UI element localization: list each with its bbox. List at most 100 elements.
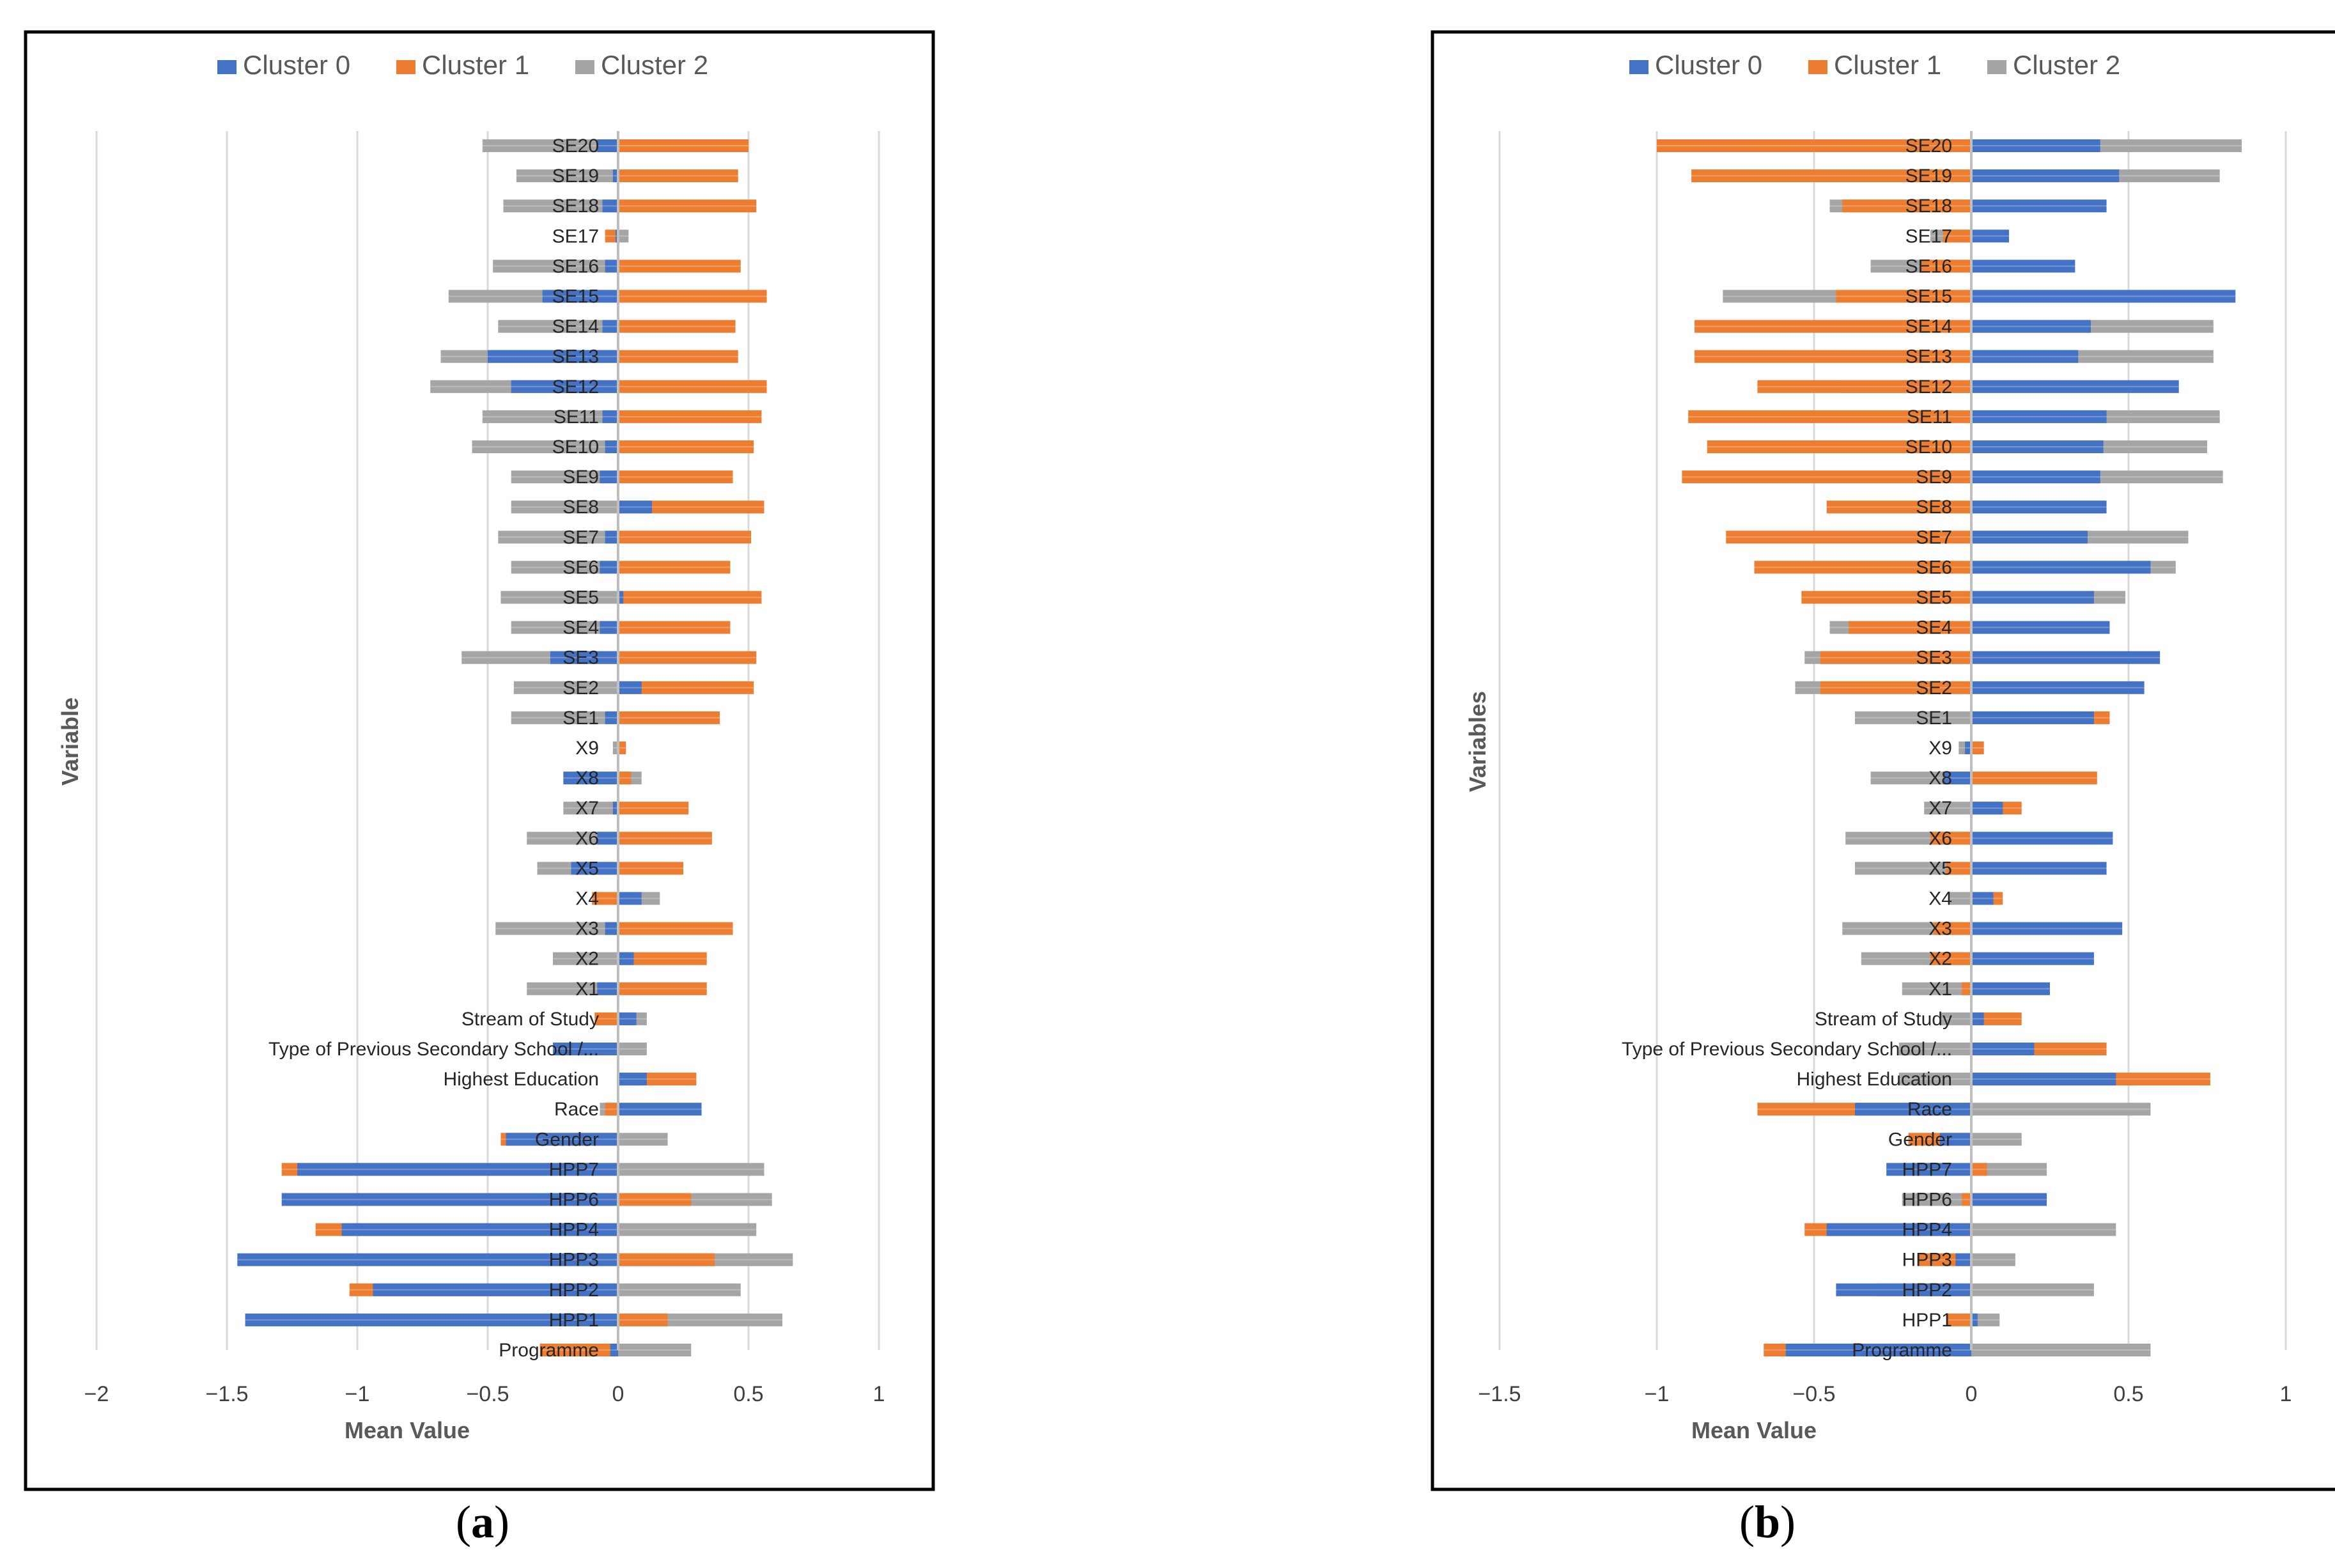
chart-b-category-label-se6: SE6 (1916, 557, 1952, 578)
chart-b-bar-cluster-0-x1 (1971, 982, 2050, 995)
chart-a-bar-cluster-1-x2 (618, 952, 707, 965)
chart-b-frame (1431, 30, 2335, 1491)
chart-b-bar-cluster-1-se6 (1754, 561, 1971, 574)
chart-a-bar-cluster-0-x7 (612, 802, 618, 815)
chart-a-bar-cluster-2-hpp2 (618, 1283, 741, 1296)
chart-b-category-label-highest-education: Highest Education (1797, 1069, 1953, 1090)
caption-a: (a) (456, 1496, 509, 1548)
chart-b-bar-cluster-0-highest-education (1971, 1073, 2116, 1086)
chart-a-category-label-se11: SE11 (554, 407, 599, 428)
chart-b-bar-cluster-0-x4 (1971, 892, 1994, 905)
chart-a-bar-cluster-2-x7 (563, 802, 618, 815)
chart-a-bar-cluster-0-x2 (618, 952, 634, 965)
chart-a-x-tick-label: −1.5 (205, 1382, 248, 1406)
chart-b-bar-cluster-2-hpp2 (1971, 1283, 2094, 1296)
chart-b-category-label-hpp4: HPP4 (1902, 1220, 1952, 1241)
chart-b-series-cluster-0 (1785, 139, 2236, 1356)
chart-a-bar-cluster-2-se11 (482, 410, 618, 423)
chart-b-bar-cluster-1-x5 (1946, 862, 1971, 875)
chart-b-bar-cluster-1-hpp1 (1946, 1313, 1971, 1326)
chart-a-bar-cluster-0-se4 (600, 621, 618, 634)
chart-a-x-tick-label: 0.5 (733, 1382, 763, 1406)
chart-b-category-label-hpp6: HPP6 (1902, 1190, 1952, 1211)
chart-b-bar-cluster-1-se17 (1943, 229, 1971, 243)
chart-a-category-label-se4: SE4 (562, 617, 599, 639)
chart-b-category-label-race: Race (1907, 1099, 1952, 1120)
chart-a-bar-cluster-0-se14 (602, 320, 618, 333)
chart-a-bar-cluster-1-se19 (618, 169, 738, 183)
chart-a-category-label-programme: Programme (499, 1340, 599, 1361)
chart-b-category-label-se20: SE20 (1905, 136, 1952, 157)
chart-b-bar-cluster-0-se14 (1971, 320, 2091, 333)
chart-a-category-label-x3: X3 (575, 919, 599, 940)
chart-b-bar-cluster-0-x7 (1971, 802, 2003, 815)
chart-b-legend-label-cluster-2: Cluster 2 (2013, 50, 2120, 80)
chart-b-category-label-se10: SE10 (1905, 437, 1952, 458)
chart-a-bar-cluster-0-se19 (612, 169, 618, 183)
chart-b-bar-cluster-0-x3 (1971, 922, 2123, 935)
chart-a-bar-cluster-0-x5 (571, 862, 618, 875)
chart-a-category-label-se15: SE15 (552, 286, 599, 307)
chart-a-bar-cluster-2-se2 (513, 681, 618, 694)
chart-a-bar-cluster-1-hpp3 (618, 1253, 715, 1266)
chart-a-bar-cluster-0-hpp4 (341, 1223, 618, 1236)
panel-b: SE20 SE19 SE18 SE17 SE16 SE15 SE14 SE13 SE12 SE11… (1168, 0, 2335, 1568)
chart-a-category-label-se9: SE9 (562, 467, 599, 488)
chart-a-bar-cluster-2-hpp4 (618, 1223, 757, 1236)
chart-a-bar-cluster-2-x9 (612, 741, 618, 754)
chart-b-category-label-x7: X7 (1928, 798, 1952, 819)
chart-b-bar-cluster-2-hpp3 (1971, 1253, 2015, 1266)
chart-a-bar-cluster-1-x7 (618, 802, 689, 815)
chart-a-bar-cluster-0-se15 (542, 290, 618, 303)
chart-a-bar-cluster-0-hpp1 (245, 1313, 618, 1326)
chart-a-bar-cluster-0-hpp2 (373, 1283, 618, 1296)
chart-b-bar-cluster-0-race (1854, 1103, 1971, 1116)
chart-a-bar-cluster-2-se20 (482, 139, 618, 152)
chart-b-bar-cluster-1-se10 (1707, 440, 1971, 453)
chart-a-bar-cluster-1-x4 (592, 892, 618, 905)
chart-b-category-label-se18: SE18 (1905, 196, 1952, 217)
chart-a-x-axis-title: Mean Value (345, 1417, 470, 1443)
chart-b-bar-cluster-1-x1 (1962, 982, 1971, 995)
chart-b-bar-cluster-0-hpp7 (1886, 1163, 1971, 1176)
chart-b-bar-cluster-1-se5 (1801, 591, 1971, 604)
chart-a-bar-cluster-1-se10 (618, 440, 754, 453)
chart-b-category-label-x8: X8 (1928, 768, 1952, 789)
chart-b-category-label-hpp1: HPP1 (1902, 1310, 1952, 1331)
chart-b-bar-cluster-1-se16 (1921, 260, 1971, 273)
chart-b-bar-cluster-0-se15 (1971, 290, 2236, 303)
chart-b-bar-cluster-1-hpp6 (1962, 1193, 1971, 1206)
chart-a-bar-cluster-2-x1 (527, 982, 618, 995)
chart-a-category-label-stream-of-study: Stream of Study (462, 1009, 599, 1030)
chart-b-bar-cluster-2-x1 (1902, 982, 1971, 995)
chart-a-category-label-se12: SE12 (552, 376, 599, 398)
chart-b-bar-cluster-1-se12 (1757, 380, 1971, 393)
chart-b-bar-cluster-0-stream-of-study (1971, 1012, 1984, 1025)
chart-b-bar-cluster-0-hpp6 (1971, 1193, 2047, 1206)
chart-a-bar-cluster-0-race (618, 1103, 702, 1116)
chart-b-category-label-stream-of-study: Stream of Study (1815, 1009, 1952, 1030)
chart-a-category-label-se19: SE19 (552, 166, 599, 187)
chart-a-bar-cluster-2-x6 (527, 832, 618, 845)
chart-a-category-label-x1: X1 (575, 979, 599, 1000)
chart-a-bar-cluster-2-se8 (511, 501, 618, 514)
chart-b-category-label-gender: Gender (1888, 1129, 1952, 1150)
chart-a-bar-cluster-2-se19 (516, 169, 618, 183)
chart-a-bar-cluster-0-x6 (597, 832, 618, 845)
chart-b-category-label-x1: X1 (1928, 979, 1952, 1000)
chart-a-bar-cluster-2-hpp7 (618, 1163, 764, 1176)
chart-a-category-label-x9: X9 (575, 738, 599, 759)
chart-a-bar-cluster-2-se9 (511, 470, 618, 484)
chart-a-x-tick-label: 1 (873, 1382, 885, 1406)
chart-a-bar-cluster-2-se7 (498, 531, 618, 544)
panel-a: SE20 SE19 SE18 SE17 SE16 SE15 SE14 SE13 SE12 SE11… (0, 0, 1167, 1568)
chart-a-bar-cluster-0-x1 (597, 982, 618, 995)
chart-a-bar-cluster-0-se17 (615, 229, 618, 243)
chart-b-category-label-se2: SE2 (1916, 678, 1952, 699)
chart-b-bar-cluster-2-se1 (1854, 711, 1971, 724)
chart-b-x-tick-label: −1 (1645, 1382, 1670, 1406)
chart-a-bar-cluster-0-se7 (605, 531, 618, 544)
chart-b-legend-swatch-cluster-1 (1808, 60, 1827, 74)
chart-a-bar-cluster-1-se9 (618, 470, 733, 484)
chart-a-legend-swatch-cluster-1 (396, 60, 415, 74)
